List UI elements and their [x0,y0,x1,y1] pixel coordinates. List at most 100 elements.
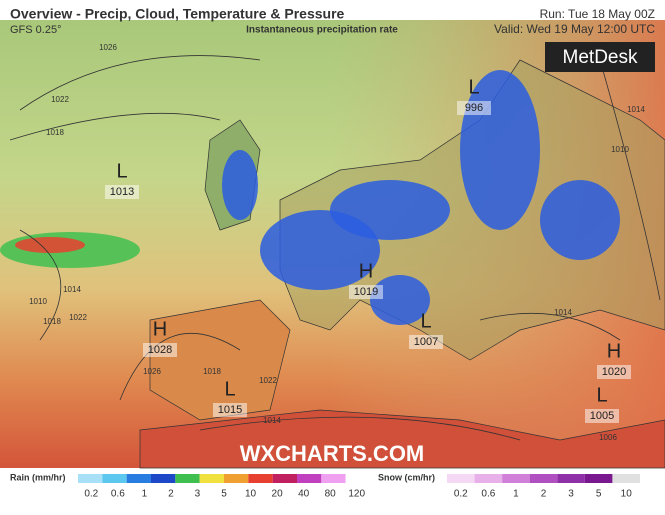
rain-swatch [126,474,151,483]
isobar-label: 1006 [599,433,617,442]
pressure-value: 1005 [590,410,614,422]
isobar [479,312,621,341]
isobar-label: 1014 [627,105,645,114]
snow-swatch [584,474,613,483]
pressure-box [409,335,443,349]
rain-swatch [224,474,249,483]
snow-tick-label: 2 [541,489,547,500]
pressure-symbol: L [420,310,431,332]
isobar [119,333,241,401]
pressure-box [597,365,631,379]
snow-tick-label: 5 [596,489,602,500]
snow-swatch [447,474,475,483]
isobar-label: 1022 [259,376,277,385]
run: Run: Tue 18 May 00Z [540,7,655,21]
snow-swatch [502,474,530,483]
pressure-value: 1019 [354,286,378,298]
map: L 1013 H 1028 L 1015 H 1019 L 1007 L 996 H 1020 L 1005 1… [0,20,665,469]
pressure-symbol: L [116,160,127,182]
pressure-symbol: L [224,378,235,400]
pressure-value: 1007 [414,336,438,348]
isobar-label: 1022 [69,313,87,322]
pressure-value: 1013 [110,186,134,198]
isobar [199,416,521,441]
isobar-label: 1010 [29,297,47,306]
precip-area [370,275,430,325]
model: GFS 0.25° [10,24,61,36]
pressure-box [105,185,139,199]
map-labels: L 1013 H 1028 L 1015 H 1019 L 1007 L 996 H 1020 L 1005 1… [29,43,645,442]
snow-swatch [474,474,503,483]
rain-swatch [248,474,273,483]
isobar-label: 1026 [99,43,117,52]
pressure-symbol: H [607,340,621,362]
isobar-label: 1026 [143,367,161,376]
title: Overview - Precip, Cloud, Temperature & … [10,6,345,22]
snow-swatch [557,474,585,483]
pressure-value: 1028 [148,344,172,356]
rain-tick-label: 80 [325,489,337,500]
isobars [9,55,661,441]
snow-tick-label: 3 [568,489,574,500]
rain-swatch [272,474,297,483]
snow-tick-label: 0.6 [481,489,495,500]
valid: Valid: Wed 19 May 12:00 UTC [494,22,655,36]
rain-tick-label: 2 [168,489,174,500]
isobar [19,229,62,341]
rain-tick-label: 120 [348,489,365,500]
rain-swatch [297,474,322,483]
watermark: WXCHARTS.COM [240,441,425,466]
isobar [599,59,661,301]
pressure-value: 1015 [218,404,242,416]
rain-swatch [345,474,370,483]
precip-area [222,150,258,220]
precip-area [330,180,450,240]
pressure-value: 1020 [602,366,626,378]
rain-tick-label: 40 [298,489,310,500]
pressure-box [143,343,177,357]
subtitle: Instantaneous precipitation rate [246,25,398,36]
pressure-symbol: H [359,260,373,282]
rain-swatch [321,474,346,483]
snow-tick-label: 1 [513,489,519,500]
rain-swatch [151,474,176,483]
pressure-symbol: L [468,76,479,98]
pressure-symbol: H [153,318,167,340]
land-africa [139,409,665,469]
isobar [9,112,221,141]
rain-tick-label: 0.6 [111,489,125,500]
pressure-box [349,285,383,299]
legend: 0.2 0.6 1 2 3 5 10 20 40 80 120 0.2 0.6 1 2 3 5 10 [78,474,640,500]
rain-tick-label: 1 [142,489,148,500]
brand-box [545,42,655,72]
pressure-box [585,409,619,423]
pressure-symbol: L [596,384,607,406]
isobar-label: 1022 [51,95,69,104]
rain-swatch [102,474,127,483]
isobar-label: 1018 [46,128,64,137]
pressure-box [213,403,247,417]
rain-swatch [199,474,224,483]
isobar-label: 1018 [203,367,221,376]
isobar-label: 1010 [611,145,629,154]
isobar-label: 1014 [263,416,281,425]
snow-swatch [529,474,558,483]
precip-area [15,237,85,253]
rain-tick-label: 3 [195,489,201,500]
isobar-label: 1014 [63,285,81,294]
snow-legend-title: Snow (cm/hr) [378,472,435,482]
snow-tick-label: 0.2 [454,489,468,500]
snow-swatch [612,474,640,483]
snow-tick-label: 10 [621,489,633,500]
brand: MetDesk [563,47,638,68]
rain-tick-label: 0.2 [84,489,98,500]
rain-tick-label: 20 [272,489,284,500]
isobar-label: 1018 [43,317,61,326]
land-iberia [149,299,291,421]
isobar [19,55,261,111]
rain-tick-label: 5 [221,489,227,500]
precip-area [540,180,620,260]
rain-legend-title: Rain (mm/hr) [10,472,66,482]
pressure-value: 996 [465,102,483,114]
